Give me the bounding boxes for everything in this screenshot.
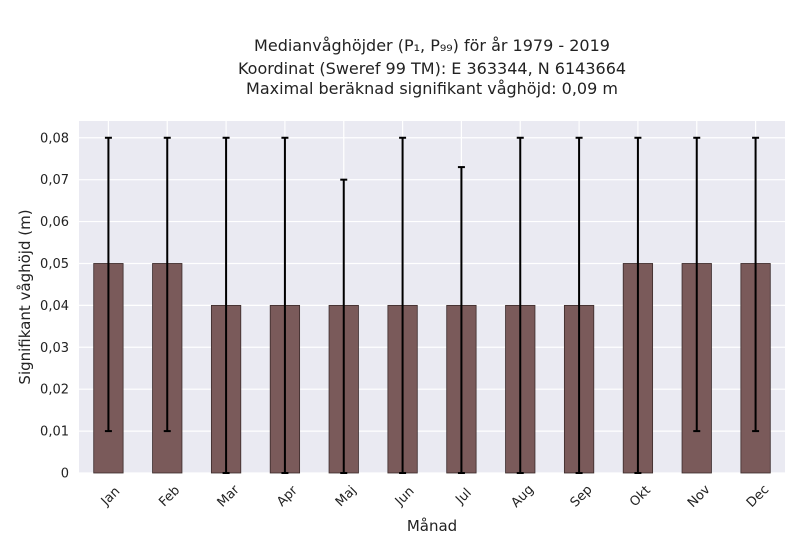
x-tick-label: Jan [98,484,123,509]
error-bar-apr [281,136,289,474]
error-bar-maj [340,178,348,474]
error-bar-mar [222,136,230,474]
error-bar-feb [163,136,171,433]
x-tick-label: Feb [156,483,183,510]
error-bar-aug [516,136,524,474]
y-tick-label: 0,04 [40,299,69,314]
x-tick-label: Jun [392,484,418,510]
error-bar-sep [575,136,583,474]
x-tick-label: Jul [452,486,474,508]
error-bar-jul [457,166,465,474]
x-tick-label: Dec [744,482,772,510]
chart-title: Medianvåghöjder (P₁, P₉₉) för år 1979 - … [238,36,626,98]
y-tick-label: 0 [61,467,69,482]
y-tick-label: 0,02 [40,383,69,398]
x-tick-label: Okt [627,483,654,510]
error-bar-jan [104,136,112,433]
y-tick-label: 0,05 [40,257,69,272]
x-tick-label: Mar [215,482,243,510]
x-tick-label: Maj [333,483,360,510]
error-bar-okt [634,136,642,474]
error-bar-jun [399,136,407,474]
y-axis-label: Signifikant våghöjd (m) [16,209,34,384]
y-tick-label: 0,06 [40,215,69,230]
title-line-3: Maximal beräknad signifikant våghöjd: 0,… [246,79,618,98]
x-axis-ticks: Jan Feb Mar Apr Maj Jun Jul Aug Sep Okt Nov Dec [98,482,772,511]
error-bar-nov [693,136,701,433]
y-tick-label: 0,08 [40,131,69,146]
y-tick-label: 0,01 [40,425,69,440]
x-tick-label: Apr [274,483,301,510]
error-bars [104,136,760,474]
x-tick-label: Aug [508,482,537,511]
y-axis-ticks: 0 0,01 0,02 0,03 0,04 0,05 0,06 0,07 0,08 [40,131,69,481]
y-tick-label: 0,07 [40,173,69,188]
error-bar-dec [752,136,760,433]
plot-area [79,121,785,473]
title-line-2: Koordinat (Sweref 99 TM): E 363344, N 61… [238,59,626,78]
y-tick-label: 0,03 [40,341,69,356]
x-tick-label: Nov [685,482,714,511]
x-tick-label: Sep [568,483,596,511]
x-axis-label: Månad [407,517,457,535]
title-line-1: Medianvåghöjder (P₁, P₉₉) för år 1979 - … [254,36,610,55]
